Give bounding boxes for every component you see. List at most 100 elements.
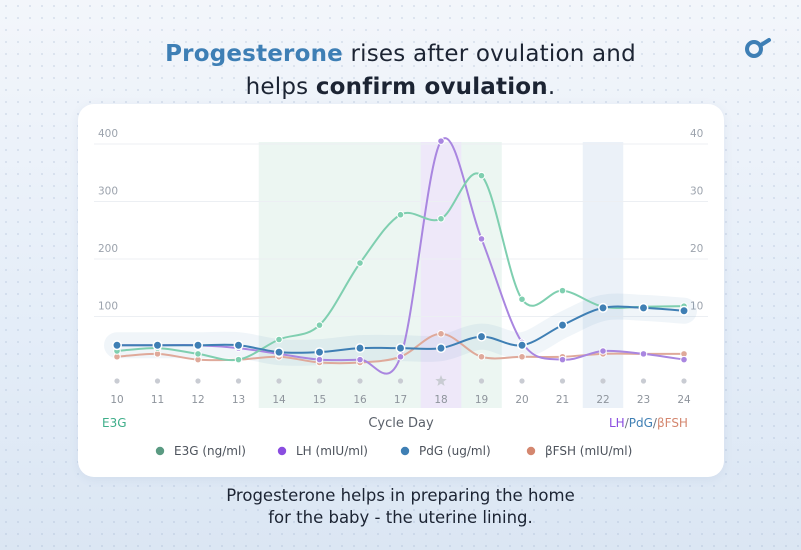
data-point-lh [558, 355, 567, 364]
x-tick-label: 14 [272, 394, 286, 406]
data-point-pdg [598, 302, 608, 313]
series-line-e3g [116, 172, 685, 362]
x-tick-label: 23 [637, 394, 650, 406]
x-tick-label: 13 [232, 394, 245, 406]
data-point-pdg [355, 343, 365, 354]
legend-label: LH (mIU/ml) [296, 444, 368, 458]
chart-svg: 100 200 300 400 10 20 30 40 10 11 12 13 14 15 16 17 18 19… [94, 128, 708, 458]
title-text-2: helps [245, 74, 316, 100]
title-bold: confirm ovulation [315, 74, 548, 100]
caption-line-1: Progesterone helps in preparing the home [226, 486, 575, 505]
x-tick-label: 16 [353, 394, 367, 406]
y-left-tick-label: 300 [98, 186, 118, 198]
data-point-lh [680, 355, 688, 364]
data-point-lh [639, 350, 648, 358]
data-point-pdg [476, 331, 487, 342]
x-tick-label: 11 [151, 394, 164, 406]
caption-line-2: for the baby - the uterine lining. [268, 508, 533, 527]
data-point-e3g [356, 259, 364, 267]
x-axis-label: Cycle Day [368, 416, 434, 431]
caption: Progesterone helps in preparing the home… [0, 485, 801, 529]
data-point-pdg [233, 340, 244, 351]
highlight-band [420, 142, 462, 408]
day-marker-dot [397, 378, 404, 384]
data-point-pdg [314, 347, 325, 358]
y-right-axis-label-part: βFSH [657, 416, 688, 430]
data-point-lh [356, 355, 364, 364]
data-point-pdg [112, 340, 122, 351]
data-point-lh [396, 352, 405, 361]
data-point-e3g [234, 355, 243, 364]
data-point-pdg [274, 347, 284, 358]
y-right-axis-label-part: LH [609, 416, 625, 430]
data-point-pdg [152, 340, 163, 351]
x-tick-label: 15 [313, 394, 326, 406]
data-point-bfsh [518, 352, 526, 361]
data-point-lh [599, 347, 607, 355]
data-point-e3g [437, 214, 445, 223]
x-tick-label: 10 [110, 394, 123, 406]
data-point-pdg [517, 340, 527, 351]
x-tick-label: 17 [394, 394, 407, 406]
data-point-e3g [275, 335, 283, 344]
data-point-pdg [193, 340, 203, 351]
y-left-axis-label: E3G [102, 416, 127, 430]
title-accent: Progesterone [165, 41, 343, 67]
brand-logo-icon [745, 38, 771, 58]
day-marker-dot [600, 378, 606, 384]
chart-card: 100 200 300 400 10 20 30 40 10 11 12 13 14 15 16 17 18 19… [78, 104, 724, 477]
y-right-axis-label-part: PdG [629, 416, 653, 430]
y-left-tick-label: 200 [98, 243, 118, 255]
day-marker-dot [195, 378, 201, 384]
data-point-pdg [557, 320, 568, 331]
day-marker-dot [681, 378, 687, 384]
x-tick-label: 12 [191, 394, 204, 406]
x-tick-label: 21 [556, 394, 569, 406]
data-point-lh [437, 137, 445, 145]
data-point-bfsh [437, 329, 445, 338]
highlight-band [582, 142, 624, 408]
data-point-lh [315, 355, 324, 364]
x-tick-label: 18 [434, 394, 447, 406]
data-point-e3g [315, 321, 324, 329]
legend-swatch [400, 446, 410, 456]
y-right-tick-label: 20 [690, 243, 703, 255]
data-point-pdg [436, 343, 446, 354]
data-point-pdg [395, 343, 406, 354]
day-marker-dot [478, 378, 485, 384]
data-point-e3g [477, 171, 486, 180]
data-point-e3g [558, 286, 567, 295]
data-point-pdg [638, 302, 649, 313]
title-text-1: rises after ovulation and [342, 41, 636, 67]
star-icon [435, 375, 447, 386]
data-point-e3g [396, 210, 405, 219]
series-line-lh [117, 137, 685, 375]
page-title: Progesterone rises after ovulation and h… [0, 38, 801, 104]
x-tick-label: 19 [475, 394, 488, 406]
day-marker-dot [357, 378, 363, 384]
data-point-pdg [679, 305, 689, 316]
legend-swatch [277, 446, 287, 456]
legend-swatch [155, 446, 165, 456]
day-marker-dot [276, 378, 282, 384]
y-right-axis-label-part: / [625, 416, 630, 430]
legend-label: E3G (ng/ml) [174, 444, 246, 458]
x-tick-label: 24 [677, 394, 691, 406]
x-tick-label: 22 [596, 394, 609, 406]
data-point-bfsh [477, 352, 486, 361]
day-marker-dot [154, 378, 161, 384]
day-marker-dot [235, 378, 242, 384]
y-right-tick-label: 10 [690, 301, 703, 313]
data-point-e3g [518, 295, 526, 304]
y-right-tick-label: 40 [690, 128, 703, 140]
day-marker-dot [559, 378, 566, 384]
x-tick-label: 20 [515, 394, 528, 406]
day-marker-dot [114, 378, 120, 384]
legend-label: βFSH (mIU/ml) [545, 444, 632, 458]
data-point-lh [477, 235, 486, 243]
day-marker-dot [640, 378, 647, 384]
day-marker-dot [316, 378, 323, 384]
legend-label: PdG (ug/ml) [419, 444, 491, 458]
y-right-axis-label-part: / [653, 416, 658, 430]
title-period: . [547, 74, 556, 100]
